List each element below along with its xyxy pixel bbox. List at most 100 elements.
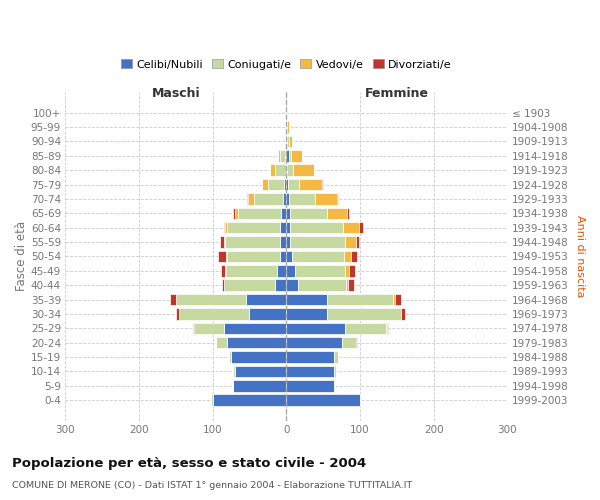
Bar	[246, 294, 286, 306]
Bar	[343, 222, 359, 234]
Bar	[356, 236, 359, 248]
Bar	[221, 265, 225, 276]
Bar	[286, 179, 288, 190]
Bar	[227, 250, 280, 262]
Bar	[286, 164, 287, 176]
Bar	[280, 250, 286, 262]
Bar	[322, 179, 323, 190]
Bar	[327, 294, 393, 306]
Bar	[225, 265, 226, 276]
Bar	[287, 164, 293, 176]
Bar	[286, 265, 295, 276]
Bar	[292, 250, 344, 262]
Bar	[278, 150, 280, 162]
Bar	[360, 394, 361, 406]
Bar	[286, 322, 345, 334]
Bar	[395, 294, 401, 306]
Bar	[346, 280, 348, 291]
Bar	[233, 380, 286, 392]
Bar	[286, 122, 287, 133]
Bar	[225, 222, 227, 234]
Bar	[238, 208, 281, 219]
Bar	[337, 193, 338, 204]
Bar	[225, 236, 280, 248]
Bar	[286, 294, 327, 306]
Bar	[290, 208, 327, 219]
Bar	[347, 208, 349, 219]
Bar	[235, 208, 238, 219]
Bar	[287, 136, 289, 147]
Bar	[345, 322, 386, 334]
Bar	[280, 236, 286, 248]
Bar	[218, 250, 226, 262]
Bar	[216, 337, 227, 348]
Bar	[345, 265, 349, 276]
Bar	[393, 294, 395, 306]
Bar	[215, 337, 216, 348]
Bar	[288, 179, 299, 190]
Bar	[286, 136, 287, 147]
Bar	[286, 193, 289, 204]
Bar	[227, 222, 280, 234]
Bar	[286, 337, 341, 348]
Bar	[231, 352, 286, 363]
Bar	[248, 193, 254, 204]
Bar	[224, 222, 225, 234]
Bar	[211, 394, 212, 406]
Bar	[224, 236, 225, 248]
Bar	[220, 236, 224, 248]
Bar	[401, 308, 405, 320]
Bar	[359, 222, 363, 234]
Text: Femmine: Femmine	[365, 88, 429, 101]
Bar	[349, 265, 355, 276]
Bar	[286, 394, 360, 406]
Bar	[233, 366, 235, 377]
Bar	[229, 352, 231, 363]
Bar	[280, 222, 286, 234]
Bar	[334, 352, 338, 363]
Bar	[250, 308, 286, 320]
Bar	[386, 322, 388, 334]
Bar	[270, 164, 275, 176]
Bar	[277, 265, 286, 276]
Bar	[176, 308, 179, 320]
Text: Popolazione per età, sesso e stato civile - 2004: Popolazione per età, sesso e stato civil…	[12, 458, 366, 470]
Bar	[351, 250, 357, 262]
Bar	[289, 136, 292, 147]
Bar	[224, 322, 286, 334]
Bar	[212, 394, 286, 406]
Bar	[299, 179, 322, 190]
Bar	[315, 193, 337, 204]
Bar	[286, 280, 298, 291]
Bar	[293, 164, 314, 176]
Bar	[327, 208, 347, 219]
Bar	[348, 280, 354, 291]
Text: Maschi: Maschi	[151, 88, 200, 101]
Bar	[262, 179, 268, 190]
Bar	[226, 250, 227, 262]
Bar	[284, 179, 286, 190]
Bar	[289, 193, 315, 204]
Bar	[275, 164, 286, 176]
Bar	[286, 366, 334, 377]
Bar	[298, 280, 346, 291]
Bar	[356, 337, 357, 348]
Bar	[233, 208, 235, 219]
Bar	[222, 280, 224, 291]
Bar	[224, 280, 275, 291]
Bar	[295, 265, 345, 276]
Bar	[289, 150, 292, 162]
Bar	[226, 265, 277, 276]
Bar	[286, 250, 292, 262]
Bar	[345, 236, 356, 248]
Bar	[285, 150, 286, 162]
Bar	[286, 352, 334, 363]
Bar	[287, 122, 289, 133]
Bar	[176, 294, 246, 306]
Bar	[280, 150, 285, 162]
Bar	[290, 236, 345, 248]
Y-axis label: Fasce di età: Fasce di età	[15, 222, 28, 292]
Bar	[344, 250, 351, 262]
Bar	[247, 193, 248, 204]
Bar	[286, 222, 290, 234]
